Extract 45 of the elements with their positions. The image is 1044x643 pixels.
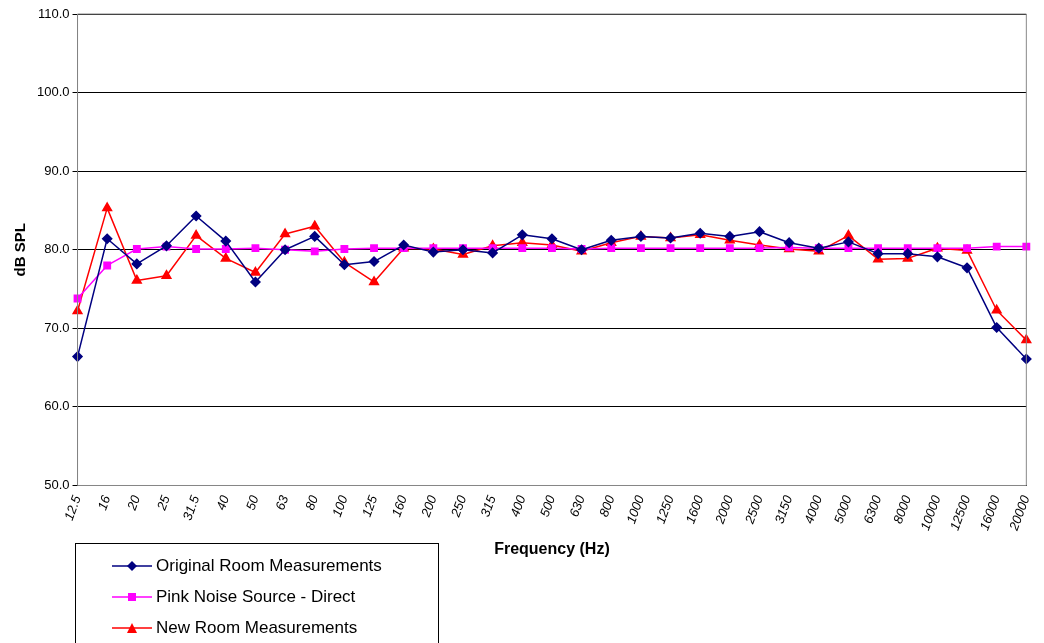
x-tick-label: 160 [388, 492, 411, 519]
y-tick-label: 110.0 [37, 5, 70, 21]
x-tick-label: 12.5 [60, 492, 84, 523]
x-tick-label: 800 [595, 492, 618, 519]
x-tick-label: 80 [301, 492, 322, 513]
x-tick-label: 1250 [652, 492, 678, 526]
x-tick-label: 10000 [917, 492, 944, 533]
y-tick-label: 100.0 [36, 84, 70, 100]
x-tick-label: 25 [153, 492, 173, 513]
x-tick-label: 20 [123, 492, 144, 513]
x-tick-label: 315 [477, 492, 500, 519]
x-tick-label: 1600 [682, 492, 707, 526]
x-tick-label: 500 [536, 492, 559, 519]
legend-label: Original Room Measurements [156, 555, 382, 576]
y-tick-label: 70.0 [44, 319, 70, 335]
x-tick-label: 16 [94, 492, 114, 513]
x-tick-label: 4000 [801, 492, 826, 526]
x-tick-label: 200 [417, 492, 440, 520]
x-tick-label: 20000 [1005, 492, 1033, 534]
x-tick-label: 63 [272, 492, 292, 513]
legend-label: Pink Noise Source - Direct [156, 586, 356, 607]
x-tick-label: 8000 [889, 492, 915, 526]
y-tick-label: 50.0 [44, 477, 70, 493]
x-tick-label: 50 [242, 492, 262, 513]
x-tick-label: 250 [447, 492, 470, 520]
x-axis-title: Frequency (Hz) [494, 539, 610, 557]
y-axis-title: dB SPL [11, 223, 29, 277]
x-tick-label: 2500 [741, 492, 766, 527]
x-tick-label: 5000 [830, 492, 855, 526]
legend-label: New Room Measurements [156, 617, 358, 638]
x-tick-label: 12500 [946, 492, 974, 533]
x-tick-label: 1000 [623, 492, 648, 526]
x-tick-label: 630 [566, 492, 589, 519]
y-tick-label: 90.0 [44, 162, 70, 178]
x-tick-label: 100 [329, 492, 351, 519]
y-tick-label: 60.0 [44, 398, 70, 414]
x-tick-label: 400 [506, 492, 529, 519]
x-tick-label: 125 [358, 492, 381, 519]
x-tick-label: 16000 [976, 492, 1004, 533]
x-tick-label: 6300 [860, 492, 885, 526]
x-tick-label: 2000 [711, 492, 737, 527]
x-tick-label: 31.5 [179, 492, 203, 523]
x-tick-label: 3150 [771, 492, 796, 526]
x-tick-label: 40 [212, 492, 233, 513]
y-tick-label: 80.0 [44, 241, 70, 257]
